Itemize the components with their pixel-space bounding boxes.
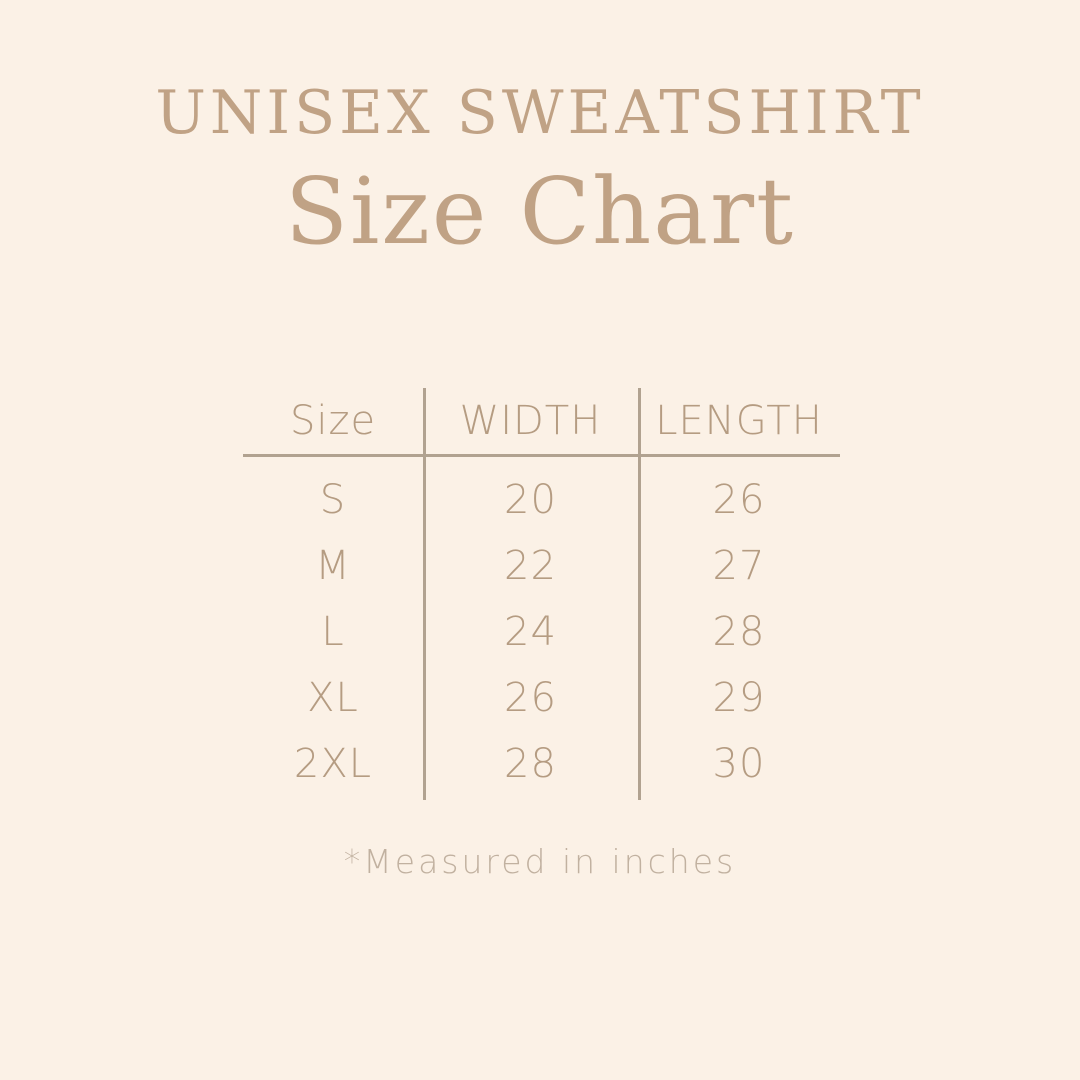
table-cell-size: S <box>319 477 347 523</box>
table-cell-length: 28 <box>712 609 766 655</box>
table-cell-length: 30 <box>712 741 766 787</box>
header-divider <box>243 454 840 457</box>
table-cell-size: XL <box>307 675 359 721</box>
page-subtitle: Size Chart <box>284 158 796 265</box>
table-cell-size: 2XL <box>293 741 373 787</box>
column-header-size: Size <box>289 398 377 444</box>
table-cell-width: 28 <box>504 741 557 787</box>
column-divider-1 <box>423 388 426 800</box>
footnote: *Measured in inches <box>343 842 737 881</box>
table-row: S 20 26 <box>243 467 840 533</box>
table-cell-width: 22 <box>504 543 557 589</box>
table-row: L 24 28 <box>243 599 840 665</box>
table-cell-size: M <box>315 543 351 589</box>
table-header-row: Size WIDTH LENGTH <box>243 388 840 454</box>
size-table: Size WIDTH LENGTH S 20 26 M 22 27 L 24 28 XL 26 29 2… <box>243 388 840 800</box>
table-cell-width: 20 <box>504 477 557 523</box>
table-cell-length: 26 <box>712 477 766 523</box>
table-row: XL 26 29 <box>243 665 840 731</box>
table-cell-length: 29 <box>712 675 766 721</box>
table-row: 2XL 28 30 <box>243 731 840 797</box>
table-row: M 22 27 <box>243 533 840 599</box>
table-cell-length: 27 <box>712 543 766 589</box>
page-title: UNISEX SWEATSHIRT <box>155 78 925 148</box>
table-body: S 20 26 M 22 27 L 24 28 XL 26 29 2XL 28 30 <box>243 454 840 797</box>
table-cell-width: 24 <box>504 609 557 655</box>
column-divider-2 <box>638 388 641 800</box>
column-header-width: WIDTH <box>459 398 602 444</box>
column-header-length: LENGTH <box>655 398 823 444</box>
table-cell-size: L <box>321 609 345 655</box>
table-cell-width: 26 <box>504 675 557 721</box>
